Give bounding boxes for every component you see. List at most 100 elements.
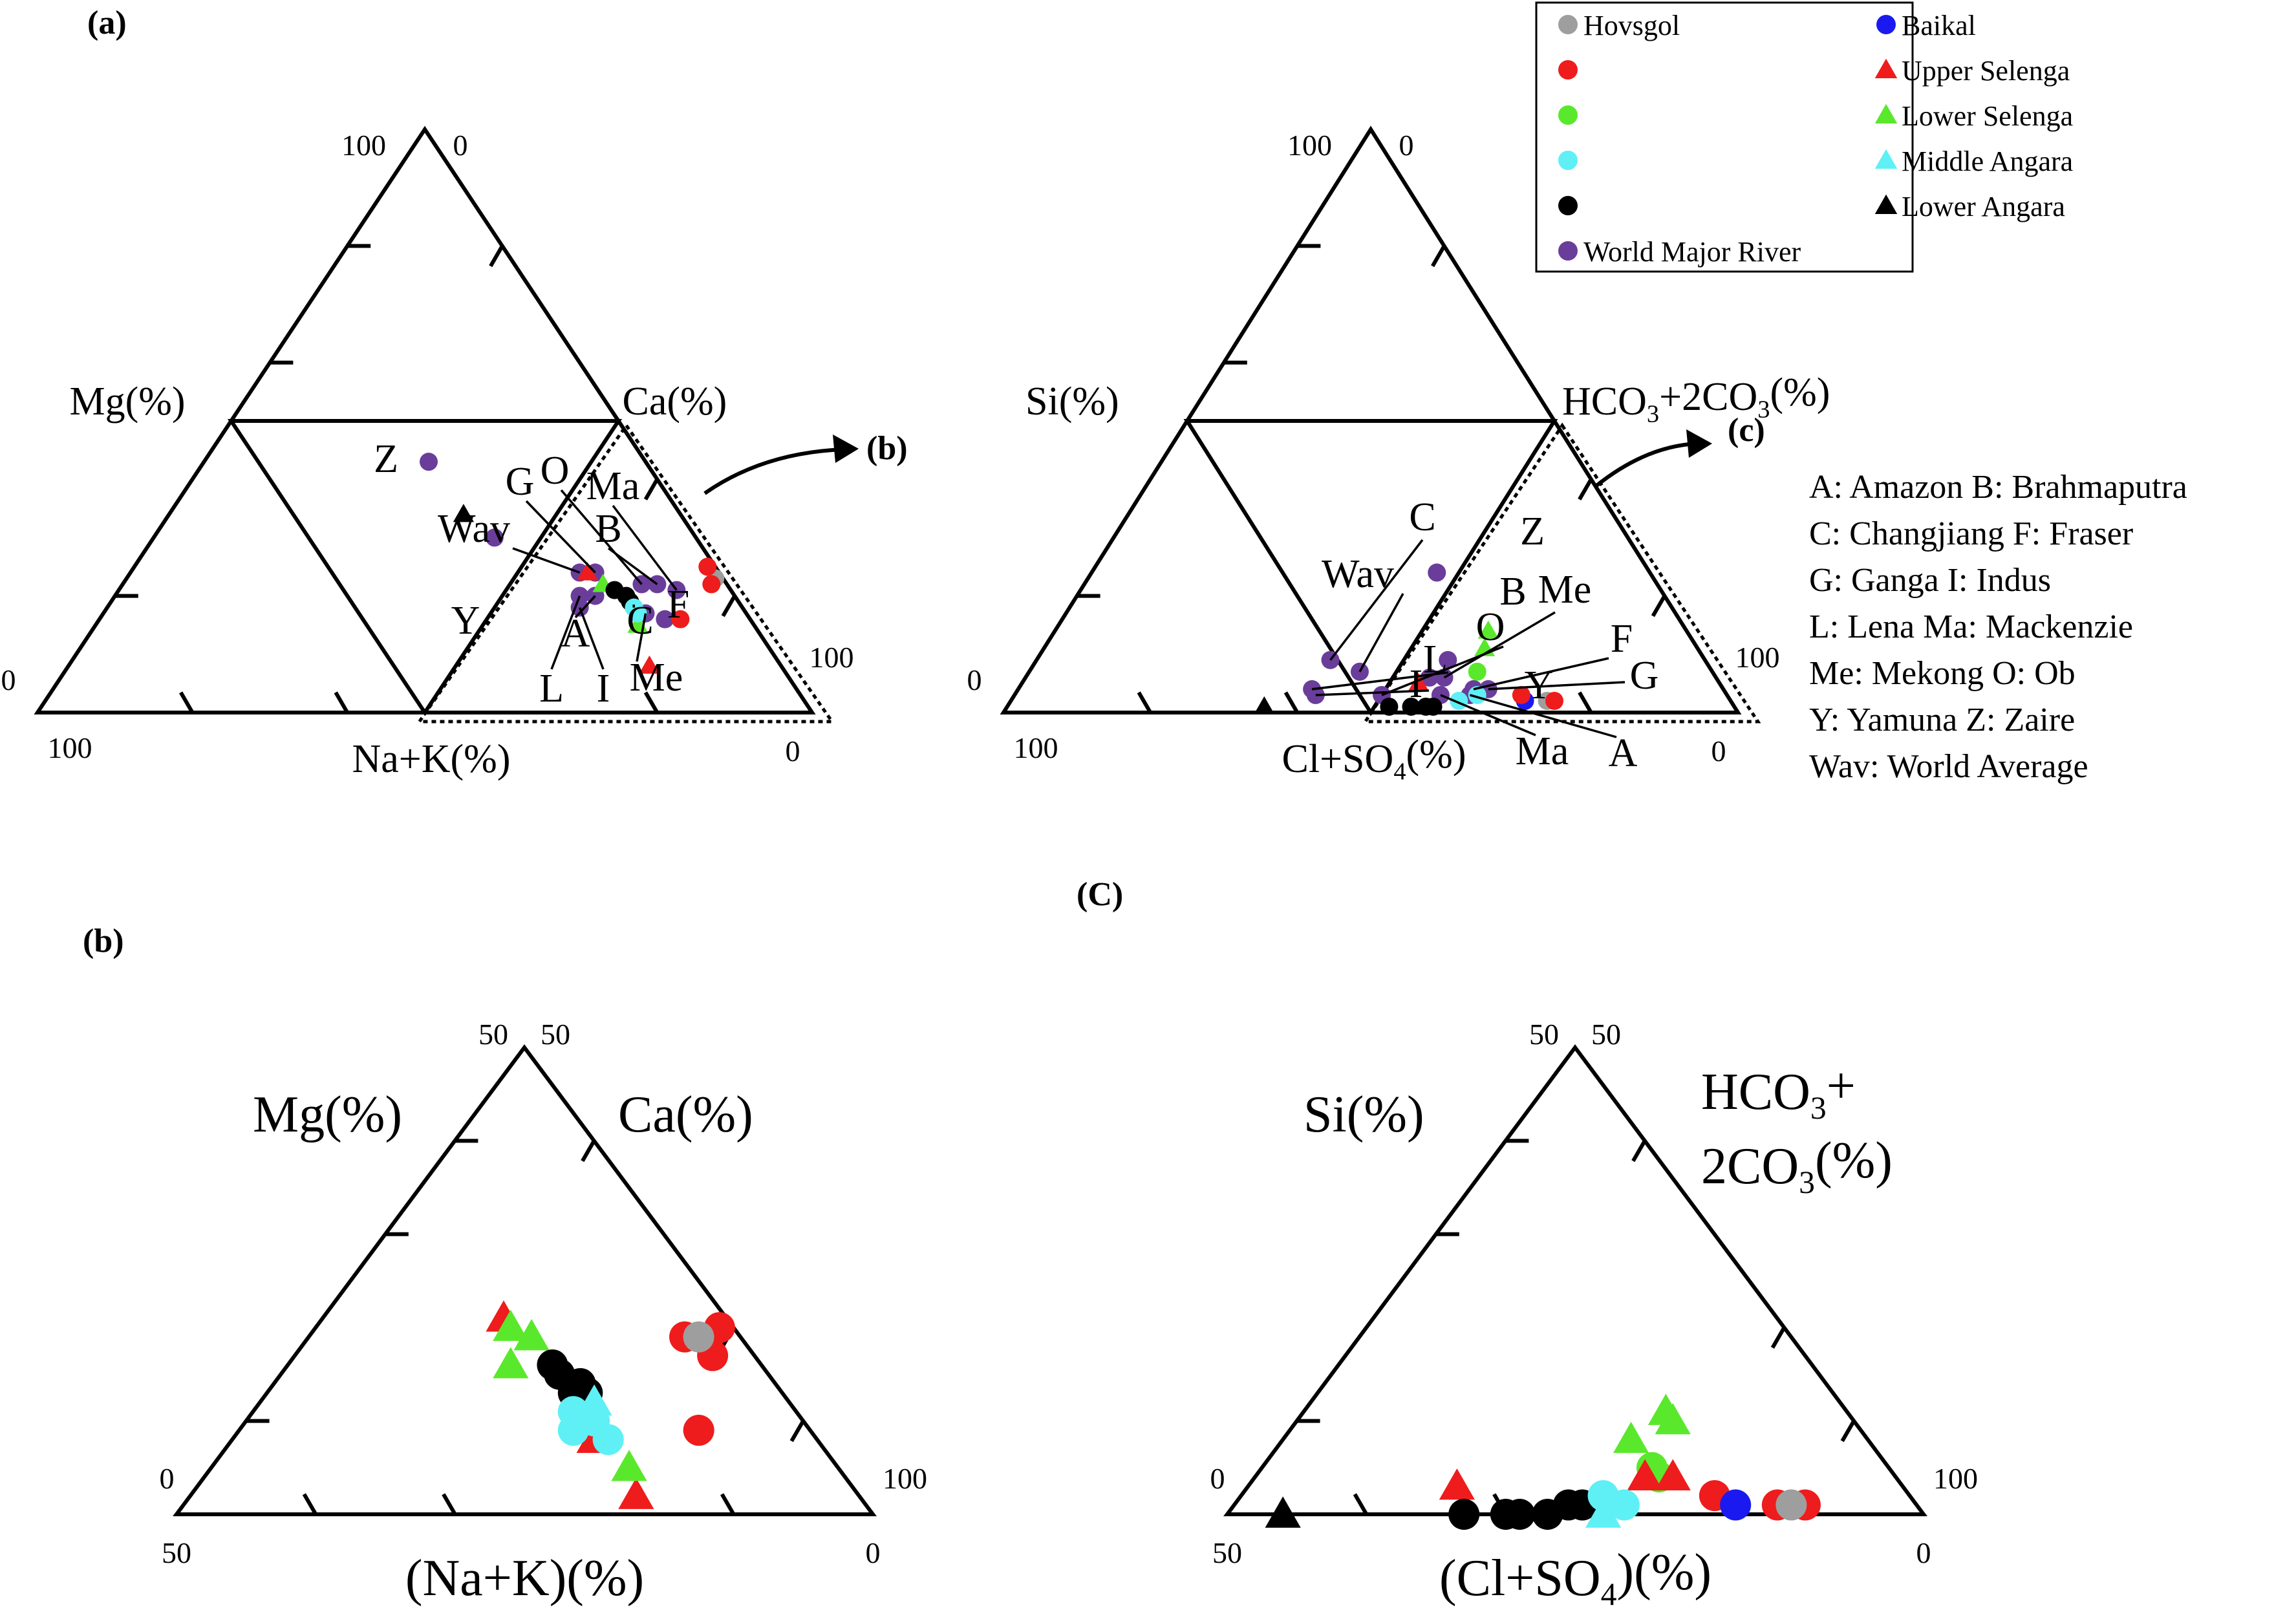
cation-full-corner-right: 100: [810, 641, 854, 674]
ternary-cation-zoom: 50 50 0 100 50 0 Mg(%) Ca(%) (Na+K)(%): [160, 1018, 928, 1607]
anion-full-leader-i: [1315, 689, 1430, 696]
anion-full-point-b: [1439, 650, 1457, 669]
cation-full-axis-left: Mg(%): [70, 380, 186, 424]
anion-zoom-point-cyan: [1608, 1489, 1640, 1521]
anion-full-axis-right-part: HCO: [1562, 380, 1647, 424]
anion-full-corner-top-left: 100: [1287, 129, 1332, 162]
cation-full-point-y: [485, 528, 504, 547]
cation-zoom-frame: [173, 1044, 877, 1516]
arrow-to-c: [1594, 442, 1698, 488]
anion-zoom-axis-left: Si(%): [1304, 1086, 1424, 1143]
legend-marker-lower-angara: [1874, 194, 1898, 214]
cation-full-leader-a: [574, 595, 596, 619]
anion-full-label-o: O: [1476, 605, 1505, 649]
legend-label-baikal: Baikal: [1902, 10, 1976, 41]
legend-marker-world-major-river: [1558, 241, 1578, 261]
cation-full-label-wav: Wav: [438, 507, 510, 551]
anion-full-axis-bottom-part: 4: [1393, 758, 1406, 786]
cation-full-point-upper-selenga: [577, 562, 598, 581]
anion-full-leader-l: [1311, 671, 1449, 691]
cation-full-leader-o: [560, 489, 643, 585]
cation-zoom-point-middle-angara: [576, 1384, 612, 1416]
cation-zoom-point-cyan: [557, 1415, 589, 1446]
anion-full-point-c: [1321, 650, 1340, 669]
anion-full-tick: [1283, 691, 1299, 714]
anion-zoom-axis-right-line1-part: 3: [1810, 1090, 1827, 1126]
abbreviation-list: A: Amazon B: Brahmaputra C: Changjiang F:…: [1809, 469, 2187, 785]
anion-full-tick: [1651, 595, 1666, 617]
anion-full-label-ma: Ma: [1516, 729, 1569, 773]
cation-full-corner-bottom-right: 0: [786, 735, 800, 767]
anion-zoom-point-black: [1448, 1499, 1480, 1530]
cation-full-label-l: L: [539, 667, 564, 711]
anion-zoom-axis-bottom-part: )(%): [1616, 1544, 1711, 1601]
cation-full-corner-left: 0: [1, 663, 16, 696]
cation-zoom-corner-right: 100: [883, 1462, 927, 1495]
anion-zoom-corner-right: 100: [1933, 1462, 1978, 1495]
anion-full-point-green: [1468, 662, 1486, 681]
cation-full-label-me: Me: [630, 656, 683, 700]
anion-zoom-axis-bottom-part: (Cl+SO: [1439, 1550, 1601, 1607]
panel-label-b: (b): [83, 923, 124, 960]
anion-full-tick: [1431, 244, 1446, 268]
anion-full-inner-triangle: [1183, 419, 1558, 716]
abbreviation-line-1: C: Changjiang F: Fraser: [1809, 515, 2133, 552]
legend-label-lower-selenga: Lower Selenga: [1902, 100, 2073, 132]
anion-zoom-point-upper-selenga: [1655, 1459, 1691, 1490]
cation-full-leader-i: [578, 607, 605, 670]
anion-zoom-axis-right-line1-part: +: [1827, 1058, 1856, 1115]
cation-zoom-corner-bottom-right: 0: [866, 1536, 881, 1569]
cation-full-tick: [179, 691, 195, 714]
anion-full-axis-bottom-part: (%): [1406, 733, 1466, 777]
anion-full-label-g: G: [1630, 654, 1659, 698]
anion-zoom-corner-top-right: 50: [1591, 1018, 1621, 1051]
cation-zoom-axis-right: Ca(%): [618, 1086, 753, 1143]
legend-marker-upper-selenga: [1874, 58, 1898, 78]
legend-label-lower-angara: Lower Angara: [1902, 191, 2065, 222]
anion-full-leader-wav: [1358, 593, 1404, 672]
cation-full-tick: [643, 478, 659, 500]
anion-full-label-i: I: [1410, 662, 1423, 706]
anion-full-leader-me: [1443, 611, 1556, 679]
anion-zoom-axis-right-line2-part: 2CO: [1701, 1138, 1799, 1195]
legend-marker-hovsgol: [1558, 15, 1578, 34]
anion-full-point-black: [1380, 697, 1399, 716]
anion-zoom-point-black: [1504, 1499, 1536, 1530]
cation-zoom-corner-top-left: 50: [478, 1018, 508, 1051]
legend-marker-middle-angara: [1874, 149, 1898, 169]
cation-full-label-g: G: [506, 460, 535, 504]
cation-full-inner-triangle: [227, 419, 623, 716]
cation-zoom-point-lower-selenga: [493, 1347, 529, 1379]
legend-label-middle-angara: Middle Angara: [1902, 145, 2073, 177]
anion-full-axis-bottom-part: Cl+SO: [1282, 737, 1394, 781]
cation-full-label-ma: Ma: [586, 464, 640, 508]
cation-full-leader-g: [525, 500, 596, 574]
anion-full-point-lower-selenga: [1477, 620, 1499, 639]
anion-full-leader-a: [1469, 694, 1617, 738]
cation-full-leader-wav: [512, 547, 581, 574]
anion-zoom-point-lower-selenga: [1613, 1421, 1649, 1454]
anion-full-corner-top-right: 0: [1399, 129, 1414, 162]
cation-full-point-upper-selenga: [639, 655, 660, 674]
cation-full-axis-bottom: Na+K(%): [352, 737, 511, 781]
anion-zoom-point-upper-selenga: [1439, 1468, 1475, 1500]
cation-full-corner-top-right: 0: [453, 129, 468, 162]
legend-marker-baikal: [1876, 15, 1896, 34]
zoom-arrows: [703, 429, 1712, 495]
cation-full-point-red: [671, 610, 690, 628]
anion-zoom-point-lower-selenga: [1655, 1403, 1691, 1435]
anion-zoom-axis-right-line2-part: (%): [1815, 1132, 1893, 1189]
anion-zoom-axis-bottom-part: 4: [1601, 1576, 1617, 1610]
anion-full-axis-left: Si(%): [1025, 380, 1119, 424]
anion-zoom-point-baikal: [1720, 1489, 1752, 1521]
anion-zoom-tick: [1770, 1326, 1786, 1349]
cation-zoom-corner-left: 0: [160, 1462, 175, 1495]
anion-full-tick: [1578, 691, 1593, 714]
abbreviation-line-5: Y: Yamuna Z: Zaire: [1809, 702, 2075, 738]
anion-full-label-c: C: [1409, 495, 1435, 539]
cation-full-point-f: [656, 610, 674, 628]
anion-full-point-lower-angara: [1254, 696, 1275, 715]
cation-zoom-point-lower-selenga: [513, 1319, 550, 1351]
anion-zoom-tick: [1631, 1139, 1647, 1163]
